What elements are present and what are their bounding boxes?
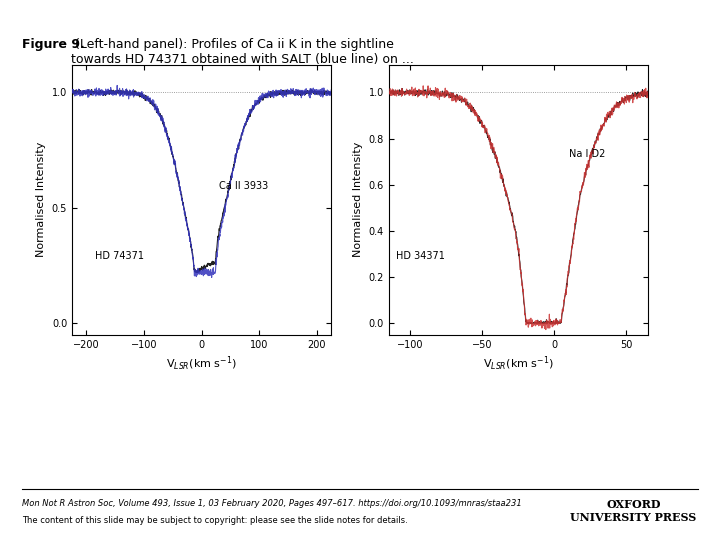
Text: HD 34371: HD 34371 <box>396 251 445 261</box>
Y-axis label: Normalised Intensity: Normalised Intensity <box>353 142 363 258</box>
Text: Na I D2: Na I D2 <box>569 149 606 159</box>
Text: HD 74371: HD 74371 <box>95 251 144 261</box>
Text: (Left-hand panel): Profiles of Ca ii K in the sightline
towards HD 74371 obtaine: (Left-hand panel): Profiles of Ca ii K i… <box>71 38 413 66</box>
Text: Ca II 3933: Ca II 3933 <box>219 181 268 191</box>
Text: The content of this slide may be subject to copyright: please see the slide note: The content of this slide may be subject… <box>22 516 408 525</box>
Y-axis label: Normalised Intensity: Normalised Intensity <box>36 142 46 258</box>
Text: Mon Not R Astron Soc, Volume 493, Issue 1, 03 February 2020, Pages 497–617. http: Mon Not R Astron Soc, Volume 493, Issue … <box>22 500 521 509</box>
Text: Figure 9.: Figure 9. <box>22 38 84 51</box>
Text: OXFORD
UNIVERSITY PRESS: OXFORD UNIVERSITY PRESS <box>570 500 697 523</box>
X-axis label: V$_{LSR}$(km s$^{-1}$): V$_{LSR}$(km s$^{-1}$) <box>483 355 554 374</box>
X-axis label: V$_{LSR}$(km s$^{-1}$): V$_{LSR}$(km s$^{-1}$) <box>166 355 237 374</box>
